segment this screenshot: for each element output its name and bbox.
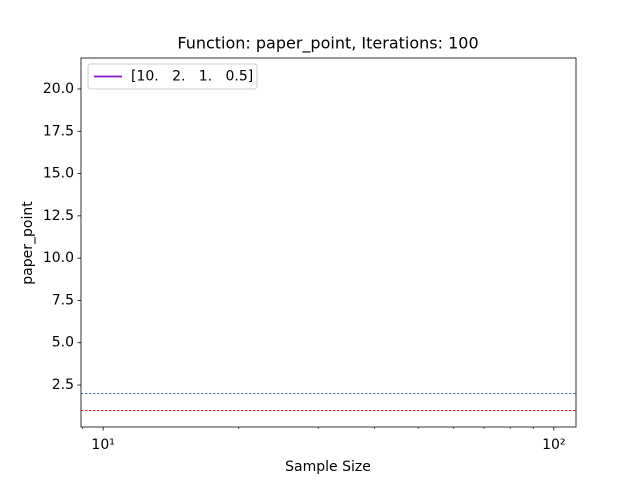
x-tick-label: 10¹: [91, 437, 114, 453]
y-tick-label: 15.0: [43, 166, 74, 182]
chart-title: Function: paper_point, Iterations: 100: [177, 34, 478, 54]
x-tick-label: 10²: [542, 437, 565, 453]
y-tick-label: 5.0: [52, 335, 74, 351]
y-tick-label: 7.5: [52, 292, 74, 308]
y-tick-label: 10.0: [43, 250, 74, 266]
y-tick-label: 12.5: [43, 208, 74, 224]
legend-box: [87, 63, 258, 90]
plot-frame: [80, 57, 577, 428]
x-axis-label: Sample Size: [285, 459, 371, 475]
y-tick-label: 2.5: [52, 377, 74, 393]
legend-label: [10. 2. 1. 0.5]: [131, 69, 253, 85]
y-axis-label: paper_point: [20, 201, 36, 285]
y-tick-label: 17.5: [43, 123, 74, 139]
y-tick-label: 20.0: [43, 81, 74, 97]
